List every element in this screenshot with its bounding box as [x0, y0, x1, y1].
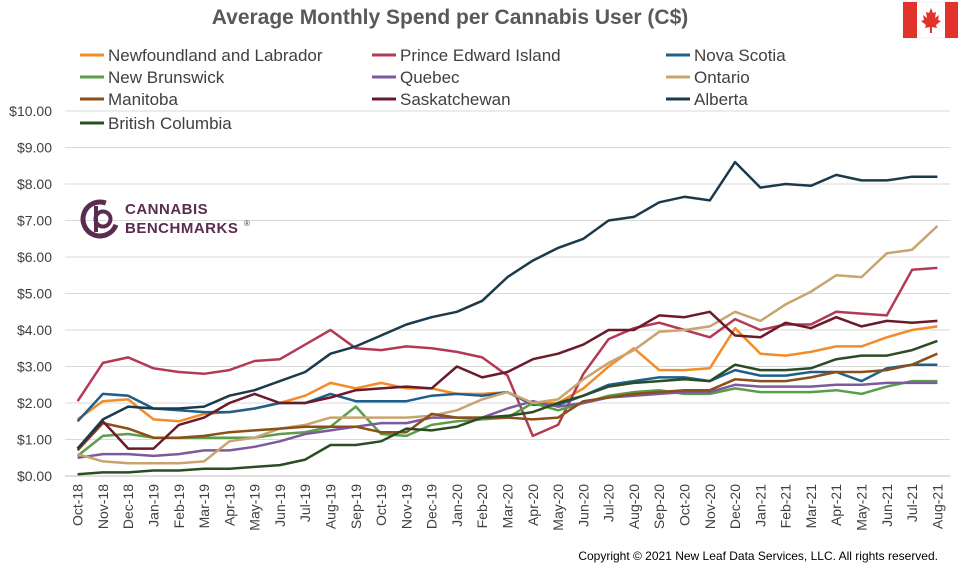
x-tick-label: Jun-20 [575, 484, 591, 527]
x-tick-label: Dec-20 [727, 484, 743, 529]
x-tick-label: Aug-21 [929, 484, 945, 529]
legend-label: British Columbia [108, 114, 232, 133]
y-tick-label: $10.00 [9, 103, 52, 119]
series-line [76, 310, 938, 450]
y-tick-label: $7.00 [17, 213, 52, 229]
x-tick-label: Apr-19 [221, 484, 237, 526]
x-tick-label: Nov-18 [95, 484, 111, 529]
legend-label: Alberta [694, 90, 748, 109]
x-tick-label: Sep-20 [651, 484, 667, 529]
legend-label: New Brunswick [108, 68, 225, 87]
x-tick-label: Oct-18 [70, 484, 86, 526]
x-tick-label: Mar-20 [500, 484, 516, 529]
cannabis-benchmarks-logo-icon [80, 199, 120, 239]
logo-line1: CANNABIS [125, 201, 208, 218]
y-axis: $0.00 $1.00 $2.00 $3.00 $4.00 $5.00 $6.00 $7.00… [9, 103, 52, 484]
logo-registered-mark: ® [244, 219, 250, 228]
x-tick-label: Nov-19 [398, 484, 414, 529]
x-tick-label: Dec-19 [424, 484, 440, 529]
cannabis-benchmarks-logo: CANNABIS BENCHMARKS ® [80, 199, 250, 239]
gridlines [65, 110, 950, 477]
legend-label: Newfoundland and Labrador [108, 46, 323, 65]
series-line [76, 160, 938, 450]
x-tick-label: Jan-19 [146, 484, 162, 527]
series-line [76, 352, 938, 452]
x-axis: Oct-18 Nov-18 Dec-18 Jan-19 Feb-19 Mar-19 Apr-… [70, 484, 946, 531]
x-tick-label: Jun-21 [879, 484, 895, 527]
series-lines [76, 160, 939, 476]
x-tick-label: Feb-20 [474, 484, 490, 529]
x-tick-label: Oct-19 [373, 484, 389, 526]
x-tick-label: Nov-20 [702, 484, 718, 529]
x-tick-label: Apr-21 [828, 484, 844, 526]
x-tick-label: Aug-20 [626, 484, 642, 529]
legend-label: Manitoba [108, 90, 178, 109]
x-tick-label: Dec-18 [120, 484, 136, 529]
x-tick-label: May-20 [550, 484, 566, 531]
x-tick-label: Jul-21 [904, 484, 920, 522]
y-tick-label: $3.00 [17, 359, 52, 375]
legend: Newfoundland and Labrador Prince Edward I… [80, 46, 786, 133]
y-tick-label: $1.00 [17, 432, 52, 448]
x-tick-label: Jan-21 [752, 484, 768, 527]
x-tick-label: May-21 [854, 484, 870, 531]
legend-label: Prince Edward Island [400, 46, 561, 65]
x-tick-label: Jun-19 [272, 484, 288, 527]
series-line [77, 339, 938, 476]
y-tick-label: $8.00 [17, 176, 52, 192]
x-tick-label: Apr-20 [525, 484, 541, 526]
y-tick-label: $0.00 [17, 468, 52, 484]
x-tick-label: Mar-21 [803, 484, 819, 529]
x-tick-label: Mar-19 [196, 484, 212, 529]
logo-line2: BENCHMARKS [125, 220, 238, 237]
x-tick-label: Jul-19 [297, 484, 313, 522]
chart-title: Average Monthly Spend per Cannabis User … [212, 6, 689, 29]
y-tick-label: $6.00 [17, 249, 52, 265]
y-tick-label: $4.00 [17, 322, 52, 338]
series-line [77, 225, 939, 465]
legend-label: Quebec [400, 68, 460, 87]
x-tick-label: Jan-20 [449, 484, 465, 527]
canada-flag-icon [902, 1, 958, 39]
x-tick-label: Oct-20 [677, 484, 693, 526]
x-tick-label: Feb-19 [171, 484, 187, 529]
series-line [77, 381, 938, 460]
legend-label: Nova Scotia [694, 46, 786, 65]
x-tick-label: Jul-20 [601, 484, 617, 522]
y-tick-label: $5.00 [17, 286, 52, 302]
x-tick-label: Aug-19 [323, 484, 339, 529]
x-tick-label: Sep-19 [348, 484, 364, 529]
legend-label: Saskatchewan [400, 90, 511, 109]
x-tick-label: Feb-21 [778, 484, 794, 529]
copyright: Copyright © 2021 New Leaf Data Services,… [578, 549, 938, 563]
x-tick-label: May-19 [247, 484, 263, 531]
y-tick-label: $9.00 [17, 140, 52, 156]
legend-label: Ontario [694, 68, 750, 87]
y-tick-label: $2.00 [17, 395, 52, 411]
